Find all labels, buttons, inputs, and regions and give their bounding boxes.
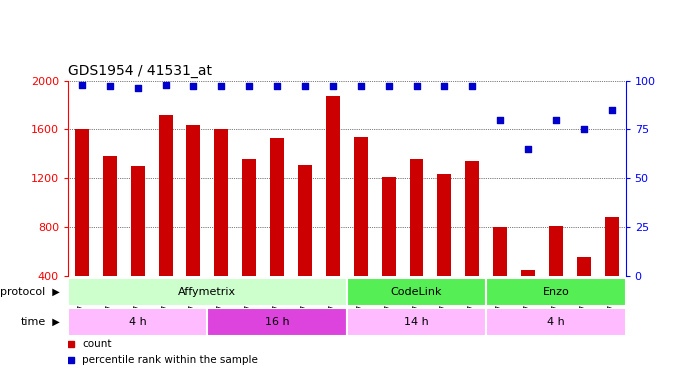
Point	[132, 86, 143, 92]
Bar	[131, 166, 145, 276]
Point	[384, 84, 394, 90]
Text: 4 h: 4 h	[129, 316, 147, 327]
Bar	[347, 278, 486, 306]
Text: percentile rank within the sample: percentile rank within the sample	[82, 355, 258, 365]
Bar	[298, 165, 312, 276]
Bar	[465, 161, 479, 276]
Text: GDS1954 / 41531_at: GDS1954 / 41531_at	[68, 64, 212, 78]
Point	[355, 84, 366, 90]
Point	[439, 84, 450, 90]
Bar	[605, 217, 619, 276]
Bar	[75, 129, 89, 276]
Point	[299, 84, 310, 90]
Text: CodeLink: CodeLink	[391, 286, 442, 297]
Bar	[214, 129, 228, 276]
Point	[607, 107, 617, 113]
Bar	[354, 137, 368, 276]
Text: Affymetrix: Affymetrix	[178, 286, 237, 297]
Point	[411, 84, 422, 90]
Point	[104, 84, 115, 90]
Point	[495, 117, 506, 123]
Bar	[347, 308, 486, 336]
Bar	[207, 308, 347, 336]
Text: 4 h: 4 h	[547, 316, 565, 327]
Point	[466, 84, 477, 90]
Bar	[270, 138, 284, 276]
Text: count: count	[82, 339, 112, 349]
Bar	[242, 159, 256, 276]
Bar	[409, 159, 424, 276]
Bar	[493, 227, 507, 276]
Text: 16 h: 16 h	[265, 316, 290, 327]
Bar	[68, 308, 207, 336]
Bar	[381, 177, 396, 276]
Point	[188, 84, 199, 90]
Bar	[577, 257, 591, 276]
Point	[272, 84, 283, 90]
Text: 14 h: 14 h	[404, 316, 429, 327]
Bar	[68, 278, 347, 306]
Point	[160, 81, 171, 87]
Bar	[437, 174, 452, 276]
Bar	[521, 270, 535, 276]
Bar	[486, 278, 626, 306]
Text: ▶: ▶	[46, 316, 59, 327]
Point	[551, 117, 562, 123]
Bar	[186, 124, 201, 276]
Bar	[486, 308, 626, 336]
Point	[76, 81, 87, 87]
Bar	[549, 226, 563, 276]
Text: protocol: protocol	[0, 286, 46, 297]
Bar	[326, 96, 340, 276]
Text: time: time	[20, 316, 46, 327]
Point	[244, 84, 255, 90]
Bar	[158, 115, 173, 276]
Point	[578, 126, 589, 132]
Point	[328, 84, 339, 90]
Point	[216, 84, 227, 90]
Text: ▶: ▶	[46, 286, 59, 297]
Bar	[103, 156, 117, 276]
Text: Enzo: Enzo	[543, 286, 569, 297]
Point	[522, 146, 533, 152]
